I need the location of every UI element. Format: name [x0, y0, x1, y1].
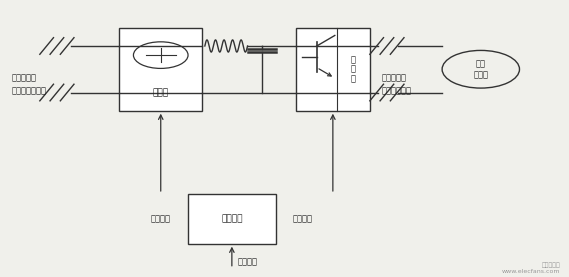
- Bar: [119, 28, 202, 111]
- Text: 频率、电压
不可调的交流电: 频率、电压 不可调的交流电: [11, 74, 47, 95]
- Text: 控制指令: 控制指令: [151, 214, 171, 223]
- Bar: [296, 28, 370, 111]
- Bar: [188, 194, 276, 244]
- Text: 控制电路: 控制电路: [221, 214, 242, 223]
- Text: 运行指令: 运行指令: [238, 257, 258, 266]
- Text: 逆
变
器: 逆 变 器: [351, 55, 356, 83]
- Text: 整流器: 整流器: [152, 88, 169, 97]
- Text: 异步
电动机: 异步 电动机: [473, 59, 488, 79]
- Text: 电子发烧友
www.elecfans.com: 电子发烧友 www.elecfans.com: [502, 262, 560, 274]
- Text: 控制指令: 控制指令: [293, 214, 313, 223]
- Text: 频率、电压
可调的交流电: 频率、电压 可调的交流电: [381, 74, 411, 95]
